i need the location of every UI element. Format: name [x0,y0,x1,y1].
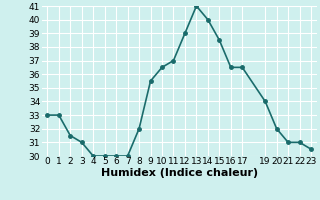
X-axis label: Humidex (Indice chaleur): Humidex (Indice chaleur) [100,168,258,178]
